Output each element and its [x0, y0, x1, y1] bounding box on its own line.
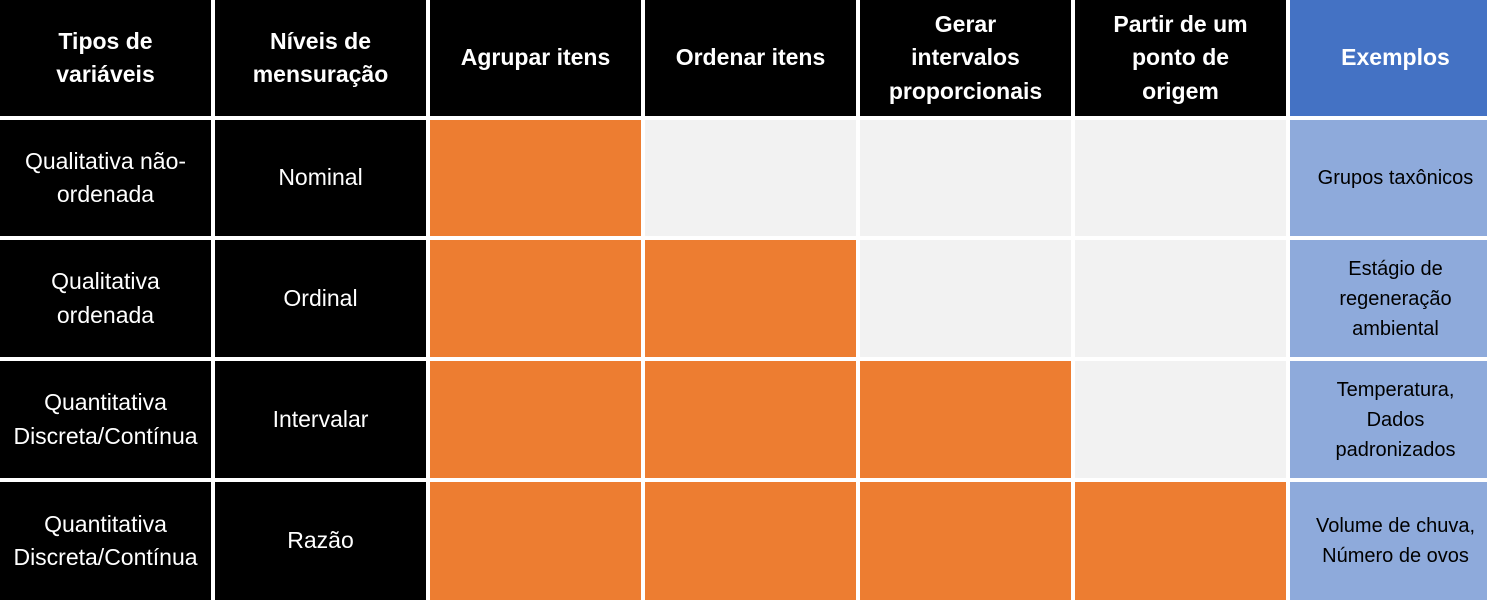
header-agrupar: Agrupar itens [430, 0, 641, 116]
header-gerar: Gerar intervalos proporcionais [860, 0, 1071, 116]
cell-gerar [860, 120, 1071, 236]
cell-agrupar [430, 361, 641, 478]
cell-agrupar [430, 482, 641, 600]
cell-gerar [860, 482, 1071, 600]
row-example: Temperatura, Dados padronizados [1290, 361, 1487, 478]
row-type: Quantitativa Discreta/Contínua [0, 482, 211, 600]
cell-agrupar [430, 120, 641, 236]
cell-ordenar [645, 240, 856, 357]
header-partir: Partir de um ponto de origem [1075, 0, 1286, 116]
row-level: Ordinal [215, 240, 426, 357]
header-exemplos: Exemplos [1290, 0, 1487, 116]
cell-gerar [860, 240, 1071, 357]
row-level: Nominal [215, 120, 426, 236]
header-ordenar: Ordenar itens [645, 0, 856, 116]
header-niveis: Níveis de mensuração [215, 0, 426, 116]
cell-ordenar [645, 361, 856, 478]
row-example: Grupos taxônicos [1290, 120, 1487, 236]
row-type: Qualitativa não- ordenada [0, 120, 211, 236]
row-level: Intervalar [215, 361, 426, 478]
cell-ordenar [645, 120, 856, 236]
row-example: Estágio de regeneração ambiental [1290, 240, 1487, 357]
cell-partir [1075, 120, 1286, 236]
header-tipos: Tipos de variáveis [0, 0, 211, 116]
cell-partir [1075, 361, 1286, 478]
cell-partir [1075, 482, 1286, 600]
cell-gerar [860, 361, 1071, 478]
cell-agrupar [430, 240, 641, 357]
row-example: Volume de chuva, Número de ovos [1290, 482, 1487, 600]
row-level: Razão [215, 482, 426, 600]
row-type: Quantitativa Discreta/Contínua [0, 361, 211, 478]
row-type: Qualitativa ordenada [0, 240, 211, 357]
cell-partir [1075, 240, 1286, 357]
cell-ordenar [645, 482, 856, 600]
